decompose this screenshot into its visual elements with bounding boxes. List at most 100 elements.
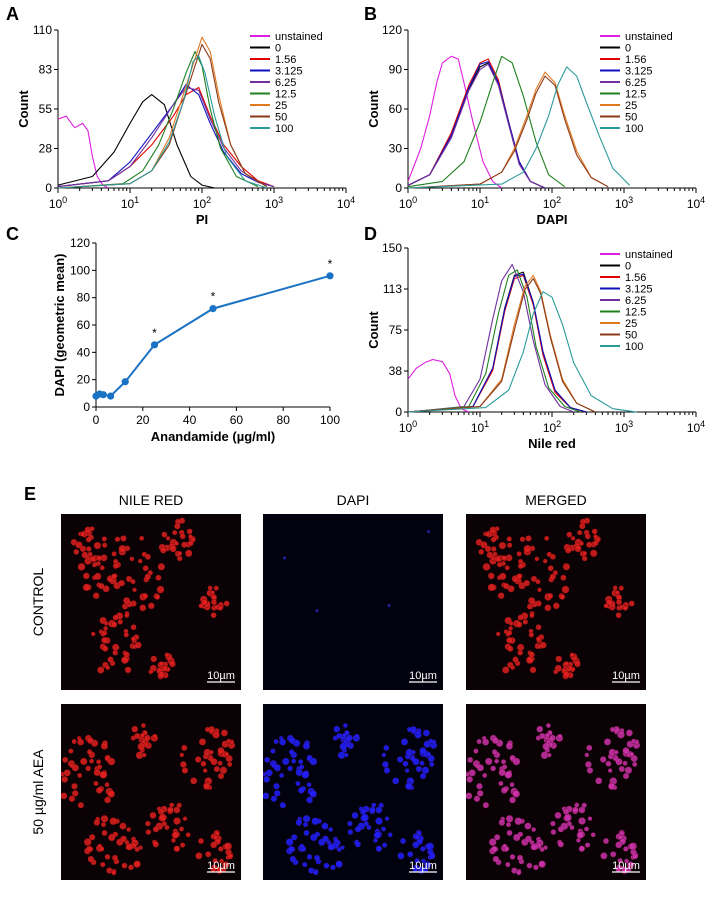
cell (95, 787, 103, 794)
cell (366, 824, 372, 831)
cell (288, 749, 295, 755)
cell (171, 831, 179, 839)
x-tick-label: 102 (543, 419, 561, 435)
cell (383, 767, 391, 774)
cell (544, 604, 552, 612)
cell (96, 759, 102, 765)
cell-layer (70, 517, 230, 680)
cell (466, 775, 474, 783)
cell (97, 666, 105, 674)
cell (270, 795, 278, 803)
cell (632, 761, 638, 768)
x-axis-label: Nile red (528, 436, 576, 451)
cell (629, 842, 638, 851)
cell (98, 582, 105, 590)
cell (227, 853, 234, 860)
cell (487, 583, 496, 592)
x-tick-label: 103 (265, 195, 283, 211)
cell (485, 531, 491, 537)
cell (97, 764, 103, 770)
cell (283, 556, 287, 560)
cell (159, 661, 164, 666)
cell (608, 782, 616, 790)
cell (73, 548, 80, 555)
cell (354, 825, 362, 833)
cell (516, 870, 522, 876)
cell (574, 660, 581, 668)
cell (203, 782, 211, 790)
chart-d-nilered-histogram: 0 38 75 113 150 100 101 102 103 104 Nile red Count u… (366, 241, 705, 451)
cell (124, 612, 130, 619)
cell (505, 861, 511, 868)
cell (82, 583, 91, 592)
cell (100, 861, 106, 868)
cell (555, 655, 563, 663)
cell (288, 737, 296, 745)
series-line-3-125 (57, 84, 275, 188)
cell (400, 838, 407, 845)
cell (134, 641, 142, 649)
cell (502, 764, 508, 770)
cell (576, 837, 581, 843)
cell (188, 540, 194, 546)
cell (501, 759, 507, 765)
cell (89, 526, 95, 532)
cell (578, 845, 585, 853)
legend-entry: 1.56 (625, 272, 646, 284)
x-tick-label: 103 (615, 195, 633, 211)
y-tick-label: 55 (39, 102, 53, 116)
cell (130, 636, 137, 642)
cell (306, 782, 312, 788)
cell (400, 738, 409, 746)
x-axis-label: DAPI (536, 212, 567, 227)
cell (566, 531, 573, 538)
panel-letter-d: D (364, 224, 377, 244)
cell (123, 651, 130, 658)
cell (263, 792, 270, 800)
cell (552, 602, 560, 610)
cell (77, 772, 83, 778)
x-tick-label: 101 (471, 419, 489, 435)
cell (94, 572, 102, 581)
cell (224, 842, 233, 851)
cell (157, 808, 165, 816)
y-tick-label: 120 (70, 236, 90, 250)
series-line-unstained (407, 55, 503, 189)
cell (569, 824, 575, 831)
cell (100, 742, 109, 750)
cell (85, 546, 92, 552)
cell (297, 787, 305, 794)
cell (68, 795, 76, 803)
cell (523, 579, 531, 587)
cell (629, 751, 635, 757)
cell (546, 752, 552, 758)
cell (223, 600, 230, 607)
cell (207, 585, 213, 591)
cell (563, 671, 570, 678)
legend-entry: 3.125 (275, 66, 303, 78)
cell (549, 734, 556, 742)
cell (615, 612, 622, 619)
cell (174, 541, 179, 546)
cell (491, 737, 499, 745)
y-tick-label: 120 (382, 23, 402, 37)
y-tick-label: 100 (70, 263, 90, 277)
cell (198, 603, 204, 609)
cell (164, 652, 170, 658)
cell (482, 772, 488, 778)
legend-entry: 100 (625, 341, 643, 353)
cell (99, 565, 105, 571)
cell (549, 553, 556, 560)
cell (617, 730, 625, 739)
cell (145, 829, 152, 835)
cell (303, 829, 310, 837)
cell (505, 815, 514, 823)
cell (414, 834, 421, 840)
cell (506, 829, 513, 837)
cell (220, 729, 228, 737)
cell (85, 765, 92, 772)
cell (119, 822, 127, 830)
cell (89, 758, 95, 764)
cell (525, 535, 532, 542)
cell (422, 729, 430, 737)
